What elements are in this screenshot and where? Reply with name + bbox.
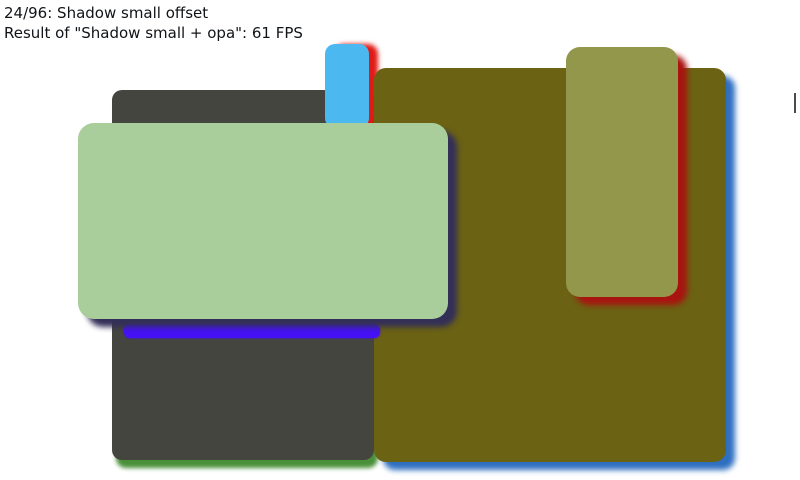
pale-green-card xyxy=(78,123,448,319)
clipped-glyph-icon xyxy=(794,93,796,113)
olive-inner-card xyxy=(566,47,678,297)
blue-bar xyxy=(124,324,380,338)
cyan-pill xyxy=(325,44,369,128)
benchmark-title: 24/96: Shadow small offset xyxy=(4,4,209,22)
benchmark-result: Result of "Shadow small + opa": 61 FPS xyxy=(4,24,303,42)
benchmark-header: 24/96: Shadow small offset Result of "Sh… xyxy=(4,3,303,43)
